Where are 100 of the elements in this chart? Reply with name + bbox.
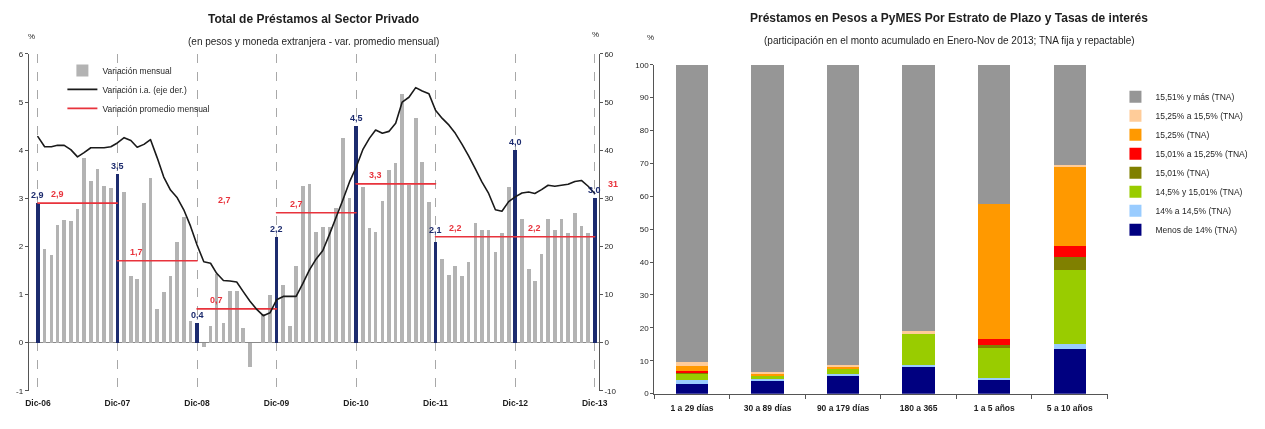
x-tick-label: Dic-07 — [104, 398, 131, 409]
y2-tick-label: 30 — [604, 194, 614, 204]
y-tick-label: 30 — [639, 290, 650, 300]
bar — [675, 362, 709, 367]
bar — [155, 308, 160, 343]
y-tick-label: 40 — [639, 257, 650, 267]
x-tick-label: 5 a 10 años — [1046, 402, 1093, 413]
bar — [675, 64, 709, 363]
bar — [902, 64, 935, 332]
bar — [977, 339, 1011, 345]
data-label: 2,9 — [51, 189, 64, 199]
data-label: 0,7 — [210, 295, 223, 305]
bar — [460, 276, 464, 343]
y2-tick-label: 10 — [604, 290, 614, 300]
bar — [592, 198, 597, 343]
data-label: 4,5 — [350, 113, 363, 123]
data-label: 3,3 — [369, 170, 382, 180]
x-tick-label: 1 a 5 años — [973, 402, 1016, 413]
y2-tick-label: 60 — [604, 49, 614, 59]
y2-axis-title: % — [592, 30, 600, 39]
bar — [320, 227, 325, 343]
y2-tick-label: -10 — [604, 386, 617, 396]
bar — [826, 373, 860, 376]
y-tick-label: -1 — [16, 386, 24, 396]
bar — [500, 232, 504, 343]
bar — [1053, 344, 1087, 349]
bar — [109, 187, 113, 343]
bar — [387, 169, 391, 343]
bar — [142, 203, 146, 343]
x-tick-label: 1 a 29 días — [670, 402, 714, 413]
bar — [181, 216, 186, 343]
legend-label: 14% a 14,5% (TNA) — [1155, 206, 1232, 217]
bar — [248, 342, 252, 367]
data-label: 31 — [608, 179, 619, 189]
legend-label: 15,01% a 15,25% (TNA) — [1155, 149, 1248, 160]
bar — [281, 284, 286, 343]
legend-label: Variación i.a. (eje der.) — [102, 84, 187, 95]
bar — [400, 93, 405, 343]
annotation: 2,7 — [218, 195, 231, 205]
bar — [62, 219, 67, 343]
bar — [135, 278, 140, 343]
y-tick-label: 20 — [639, 323, 650, 333]
chart-subtitle: (en pesos y moneda extranjera - var. promedio mensual) — [188, 36, 440, 47]
legend-label: 15,51% y más (TNA) — [1155, 92, 1235, 103]
bar — [241, 328, 246, 343]
x-tick-label: Dic-10 — [343, 398, 370, 409]
y-axis-title: % — [647, 33, 655, 42]
bar — [675, 373, 709, 380]
x-tick-label: Dic-13 — [581, 398, 608, 409]
bar — [513, 150, 518, 343]
bar — [1053, 348, 1087, 394]
y-tick-label: 0 — [644, 389, 650, 399]
y-tick-label: 80 — [639, 126, 650, 136]
legend-label: Variación mensual — [102, 65, 172, 76]
bar — [532, 281, 537, 343]
data-label: 2,2 — [528, 223, 541, 233]
chart-subtitle: (participación en el monto acumulado en Enero-Nov de 2013; TNA fija y repactable) — [764, 35, 1135, 46]
bar — [413, 118, 418, 343]
y-tick-label: 4 — [18, 145, 24, 155]
bar — [506, 187, 511, 343]
bar — [228, 291, 232, 343]
bar — [234, 291, 239, 343]
y-tick-label: 70 — [639, 159, 650, 169]
bar — [977, 344, 1011, 348]
bar — [902, 331, 935, 334]
legend-label: Menos de 14% (TNA) — [1155, 225, 1238, 236]
bar — [1053, 167, 1087, 246]
y-tick-label: 2 — [18, 242, 24, 252]
bar — [977, 377, 1011, 380]
bar — [1053, 245, 1087, 257]
bar — [68, 221, 73, 343]
data-label: 2,9 — [31, 190, 44, 200]
bar — [751, 64, 784, 373]
legend-label: Variación promedio mensual — [102, 103, 210, 114]
x-tick-label: 30 a 89 días — [743, 402, 792, 413]
y-tick-label: 5 — [18, 97, 24, 107]
data-label: 0,4 — [191, 310, 204, 320]
bar — [977, 347, 1011, 378]
bar — [354, 126, 358, 343]
bar — [334, 207, 339, 343]
bar — [447, 275, 451, 343]
bar — [526, 268, 531, 343]
bar — [360, 187, 365, 343]
y-tick-label: 3 — [18, 194, 24, 204]
bar — [314, 231, 318, 343]
y2-tick-label: 50 — [604, 97, 614, 107]
data-label: 2,7 — [290, 199, 303, 209]
data-label: 2,2 — [270, 224, 283, 234]
bar — [1053, 256, 1087, 270]
bar — [546, 219, 550, 343]
y2-tick-label: 20 — [604, 242, 614, 252]
bar — [675, 379, 709, 384]
bar — [902, 366, 935, 394]
legend-label: 14,5% y 15,01% (TNA) — [1155, 187, 1243, 198]
bar — [977, 203, 1011, 340]
bar — [553, 229, 557, 343]
bar — [1053, 269, 1087, 345]
y-tick-label: 90 — [639, 93, 650, 103]
x-tick-label: Dic-06 — [25, 398, 51, 409]
x-tick-label: 180 a 365 — [899, 402, 938, 413]
